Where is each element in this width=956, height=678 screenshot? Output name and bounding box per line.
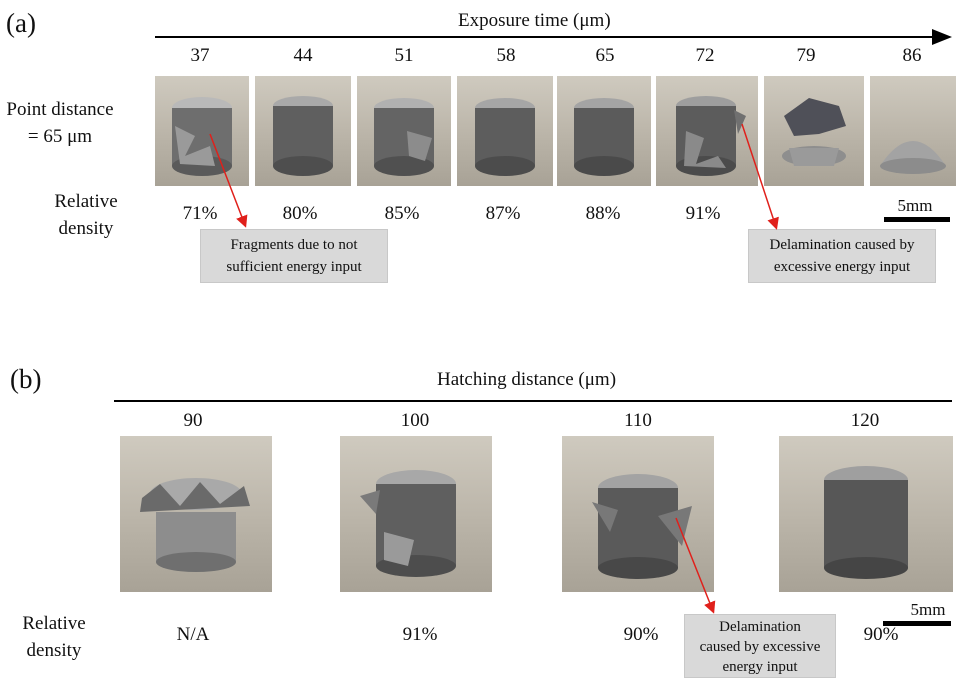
panel-b-density-90: N/A [176, 624, 210, 645]
panel-a-density-58: 87% [485, 203, 521, 224]
callout-delam-b-line1: Delamination [719, 619, 801, 635]
sample-photo-72 [656, 76, 758, 186]
panel-b-density-110: 90% [623, 624, 659, 645]
panel-a-tick-37: 37 [190, 45, 210, 66]
density-label-b-line1: Relative [22, 613, 86, 634]
panel-a-density-65: 88% [585, 203, 621, 224]
sample-photo-51 [357, 76, 451, 186]
callout-fragments-line1: Fragments due to not [230, 237, 358, 253]
sample-photo-58 [457, 76, 553, 186]
callout-delam-a-line2: excessive energy input [773, 259, 911, 275]
panel-a-scale-bar [884, 217, 950, 222]
panel-b-density-label: Relative density [6, 610, 102, 664]
panel-b-tick-110: 110 [624, 410, 652, 431]
sample-photo-65 [557, 76, 651, 186]
sample-photo-79 [764, 76, 864, 186]
panel-b-scale-bar [883, 621, 951, 626]
panel-b-label: (b) [10, 364, 42, 394]
panel-b-callout-delamination: Delamination caused by excessive energy … [684, 614, 836, 678]
sample-photo-86 [870, 76, 956, 186]
panel-b-axis-title: Hatching distance (μm) [437, 369, 617, 390]
panel-a-tick-86: 86 [902, 45, 922, 66]
callout-delam-a-line1: Delamination caused by [769, 237, 915, 253]
panel-b-tick-120: 120 [850, 410, 880, 431]
panel-a-callout-fragments: Fragments due to not sufficient energy i… [200, 229, 388, 283]
panel-a-density-72: 91% [685, 203, 721, 224]
panel-b-density-100: 91% [402, 624, 438, 645]
panel-a-callout-delamination: Delamination caused by excessive energy … [748, 229, 936, 283]
density-label-line1: Relative [54, 191, 118, 212]
callout-fragments-line2: sufficient energy input [226, 259, 362, 275]
row-label-line2: = 65 μm [27, 126, 93, 147]
sample-photo-h90 [120, 436, 272, 592]
sample-photo-37 [155, 76, 249, 186]
panel-a-scale-label: 5mm [897, 196, 933, 215]
density-label-line2: density [58, 218, 114, 239]
panel-a-tick-65: 65 [595, 45, 615, 66]
panel-b-scale-label: 5mm [910, 600, 946, 619]
panel-b-tick-90: 90 [183, 410, 203, 431]
panel-a-tick-58: 58 [496, 45, 516, 66]
sample-photo-44 [255, 76, 351, 186]
sample-photo-h110 [562, 436, 714, 592]
panel-a-axis-title: Exposure time (μm) [458, 10, 611, 31]
panel-a-row-label: Point distance = 65 μm [0, 96, 120, 150]
panel-b-density-120: 90% [863, 624, 899, 645]
callout-delam-b-line2: caused by excessive [699, 639, 821, 655]
panel-a-density-44: 80% [282, 203, 318, 224]
panel-a-density-label: Relative density [38, 188, 134, 242]
panel-a-tick-44: 44 [293, 45, 313, 66]
sample-photo-h100 [340, 436, 492, 592]
panel-a-label: (a) [6, 8, 36, 38]
panel-a-density-51: 85% [384, 203, 420, 224]
callout-delam-b-line3: energy input [722, 659, 798, 675]
panel-a-tick-79: 79 [796, 45, 816, 66]
sample-photo-h120 [779, 436, 953, 592]
row-label-line1: Point distance [6, 99, 114, 120]
density-label-b-line2: density [26, 640, 82, 661]
panel-a-tick-51: 51 [394, 45, 414, 66]
panel-a-density-37: 71% [182, 203, 218, 224]
panel-a-tick-72: 72 [695, 45, 715, 66]
panel-b-tick-100: 100 [400, 410, 430, 431]
